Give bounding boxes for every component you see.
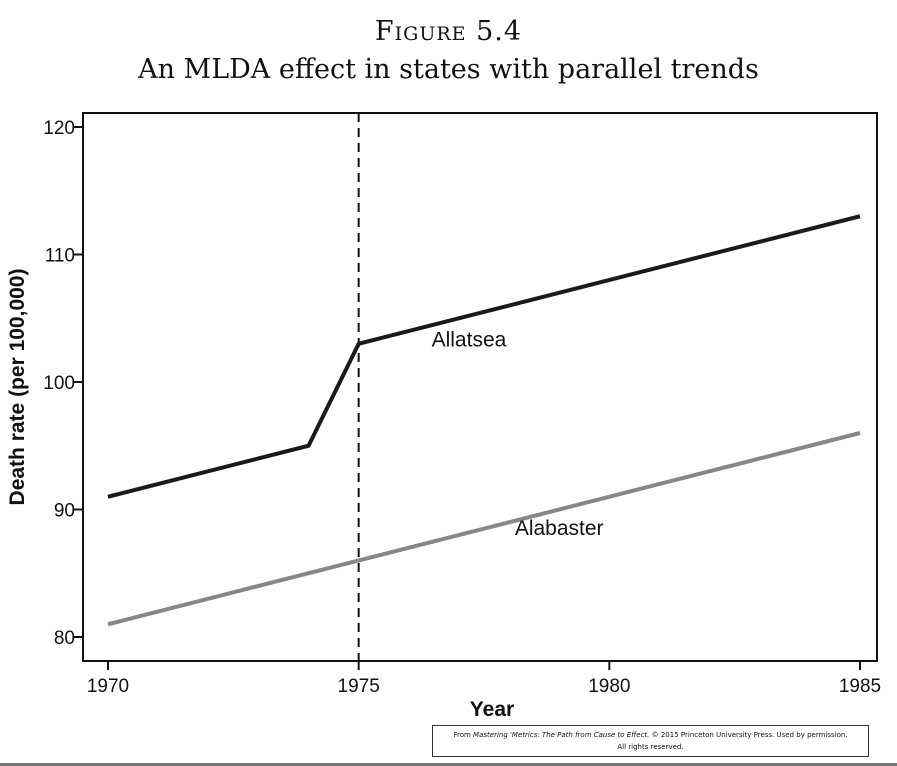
x-tick-label: 1985 <box>839 676 881 697</box>
x-axis-title: Year <box>470 698 514 721</box>
y-tick-label: 80 <box>54 628 75 649</box>
credit-notice: From Mastering 'Metrics: The Path from C… <box>432 725 869 757</box>
x-axis-ticks: 1970 1975 1980 1985 <box>87 661 881 697</box>
credit-book-title: Mastering 'Metrics: The Path from Cause … <box>473 731 650 739</box>
bottom-rule <box>0 763 897 766</box>
x-tick-label: 1970 <box>87 676 129 697</box>
x-tick-label: 1975 <box>338 676 380 697</box>
figure-label: Figure 5.4 <box>374 16 523 47</box>
y-tick-label: 110 <box>45 246 75 267</box>
figure-title: An MLDA effect in states with parallel t… <box>138 54 759 85</box>
y-tick-label: 120 <box>43 118 75 139</box>
credit-rights: All rights reserved. <box>617 743 684 751</box>
y-axis-title: Death rate (per 100,000) <box>6 269 29 506</box>
y-axis-ticks: 80 90 100 110 120 <box>43 118 83 649</box>
series-label-allatsea: Allatsea <box>432 328 507 351</box>
series-line-alabaster <box>107 431 861 627</box>
credit-prefix: From <box>453 731 474 739</box>
x-tick-label: 1980 <box>588 676 630 697</box>
series-group: Allatsea Alabaster <box>107 214 861 627</box>
y-tick-label: 90 <box>54 501 75 522</box>
plot-frame <box>82 112 878 662</box>
series-label-alabaster: Alabaster <box>515 517 604 540</box>
credit-suffix: © 2015 Princeton University Press. Used … <box>649 731 848 739</box>
series-line-allatsea <box>107 214 861 499</box>
y-tick-label: 100 <box>43 373 75 394</box>
